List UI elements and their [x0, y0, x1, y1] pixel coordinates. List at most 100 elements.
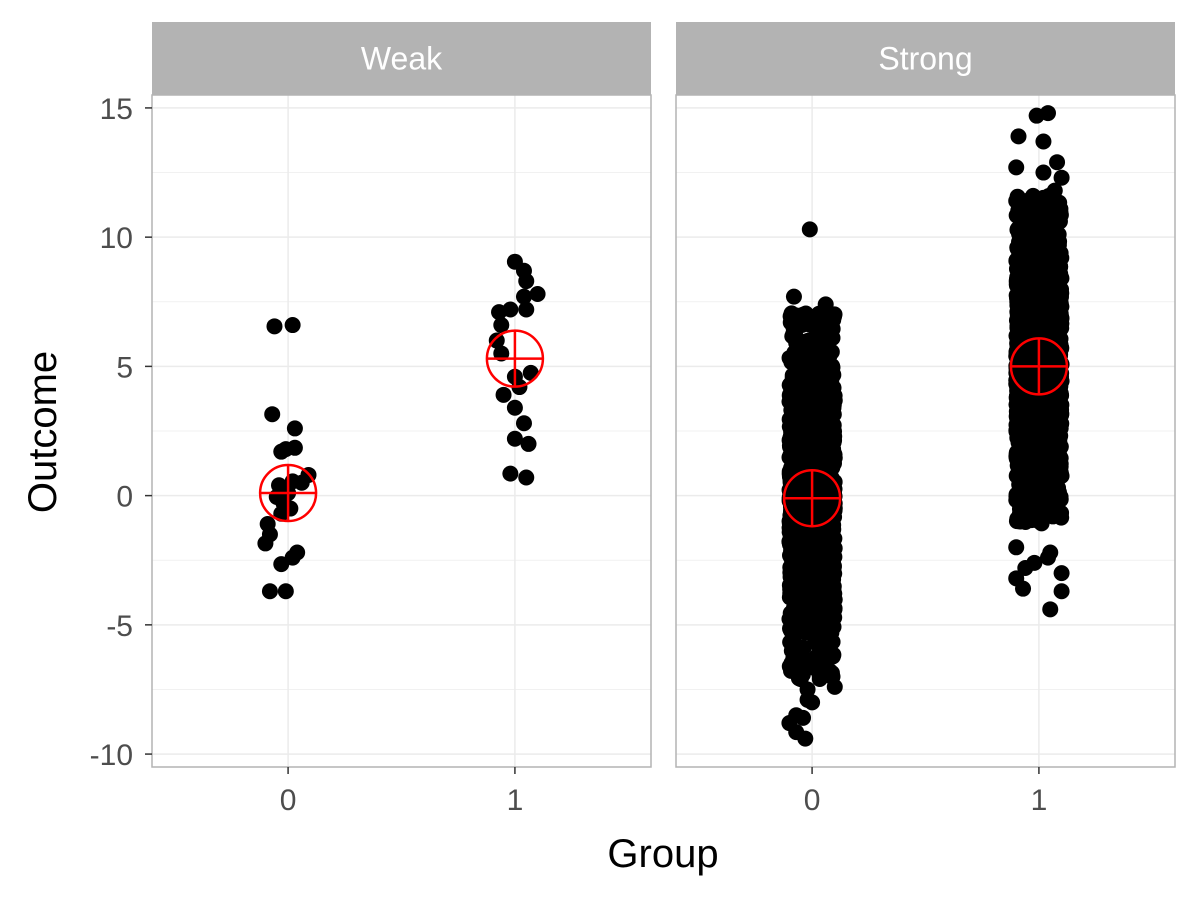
- data-point: [518, 469, 535, 486]
- data-point: [1033, 420, 1050, 437]
- data-point: [1049, 154, 1066, 171]
- data-point: [266, 318, 283, 335]
- data-point: [515, 288, 532, 305]
- data-point: [502, 465, 519, 482]
- data-point: [787, 362, 804, 379]
- data-point: [529, 286, 546, 303]
- facet-strip-label: Weak: [361, 41, 443, 77]
- data-point: [1015, 580, 1032, 597]
- x-tick-label: 1: [507, 784, 524, 817]
- facet-panel-weak: Weak: [151, 22, 652, 768]
- point-group-0: [257, 317, 318, 600]
- data-point: [806, 659, 823, 676]
- x-axis: 0 1 0 1: [280, 767, 1048, 817]
- data-point: [1039, 549, 1056, 566]
- data-point: [1053, 583, 1070, 600]
- data-point: [277, 583, 294, 600]
- data-point: [788, 464, 805, 481]
- x-axis-title: Group: [607, 832, 718, 876]
- data-point: [822, 459, 839, 476]
- data-point: [826, 678, 843, 695]
- data-point: [1016, 257, 1033, 274]
- data-point: [795, 709, 812, 726]
- data-point: [1008, 192, 1025, 209]
- data-point: [1008, 276, 1025, 293]
- data-point: [789, 558, 806, 575]
- data-point: [284, 317, 301, 334]
- data-point: [264, 406, 281, 423]
- data-point: [1032, 437, 1049, 454]
- point-group-1: [1008, 105, 1070, 618]
- panel-border: [151, 94, 652, 768]
- data-point: [823, 372, 840, 389]
- data-point: [520, 435, 537, 452]
- data-point: [488, 332, 505, 349]
- data-point: [1015, 422, 1032, 439]
- data-point: [1042, 601, 1059, 618]
- data-point: [785, 288, 802, 305]
- data-point: [1035, 133, 1052, 150]
- data-point: [518, 273, 535, 290]
- data-point: [811, 546, 828, 563]
- data-point: [812, 496, 829, 513]
- data-point: [1027, 291, 1044, 308]
- data-point: [818, 349, 835, 366]
- data-point: [1052, 491, 1069, 508]
- data-point: [1044, 190, 1061, 207]
- x-tick-label: 1: [1031, 784, 1048, 817]
- data-point: [795, 584, 812, 601]
- mean-marker: [782, 468, 842, 528]
- data-point: [1039, 105, 1056, 122]
- data-point: [1052, 286, 1069, 303]
- data-point: [493, 317, 510, 334]
- data-point: [257, 535, 274, 552]
- data-point: [795, 428, 812, 445]
- data-point: [817, 296, 834, 313]
- mean-marker: [485, 329, 545, 388]
- data-point: [261, 583, 278, 600]
- data-point: [506, 399, 523, 416]
- data-point: [826, 609, 843, 626]
- data-point: [1045, 227, 1062, 244]
- data-point: [1042, 370, 1059, 387]
- data-point: [1010, 128, 1027, 145]
- y-tick-label: 0: [116, 481, 133, 514]
- panels-layer: Weak Strong: [151, 22, 1176, 768]
- point-group-1: [485, 253, 546, 486]
- data-point: [1053, 565, 1070, 582]
- data-point: [794, 502, 811, 519]
- mean-marker: [1009, 337, 1069, 396]
- data-point: [799, 691, 816, 708]
- data-point: [1027, 361, 1044, 378]
- data-point: [797, 730, 814, 747]
- facet-strip: [152, 22, 651, 95]
- data-point: [824, 329, 841, 346]
- data-point: [793, 441, 810, 458]
- data-point: [812, 471, 829, 488]
- data-point: [506, 430, 523, 447]
- data-point: [1046, 465, 1063, 482]
- data-point: [810, 332, 827, 349]
- mean-marker: [258, 463, 318, 523]
- y-tick-label: 15: [100, 93, 133, 126]
- data-point: [1012, 348, 1029, 365]
- data-point: [1047, 423, 1064, 440]
- data-point: [1035, 164, 1052, 181]
- y-axis-title: Outcome: [21, 351, 65, 513]
- data-point: [802, 416, 819, 433]
- data-point: [790, 411, 807, 428]
- data-point: [1053, 169, 1070, 186]
- data-point: [1046, 453, 1063, 470]
- x-tick-label: 0: [280, 784, 297, 817]
- data-point: [1026, 268, 1043, 285]
- data-point: [783, 542, 800, 559]
- data-point: [502, 301, 519, 318]
- data-point: [1024, 455, 1041, 472]
- data-point: [286, 420, 303, 437]
- data-point: [803, 534, 820, 551]
- data-point: [822, 531, 839, 548]
- data-point: [1014, 292, 1031, 309]
- data-point: [1047, 257, 1064, 274]
- data-point: [1046, 301, 1063, 318]
